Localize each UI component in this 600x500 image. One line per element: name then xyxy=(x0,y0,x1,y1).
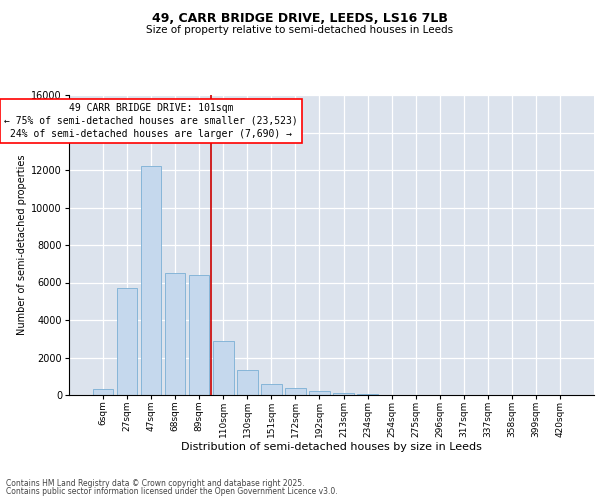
Bar xyxy=(213,340,233,395)
Text: Contains HM Land Registry data © Crown copyright and database right 2025.: Contains HM Land Registry data © Crown c… xyxy=(6,478,305,488)
Bar xyxy=(189,275,209,395)
Bar xyxy=(261,384,281,395)
Text: 49 CARR BRIDGE DRIVE: 101sqm
← 75% of semi-detached houses are smaller (23,523)
: 49 CARR BRIDGE DRIVE: 101sqm ← 75% of se… xyxy=(4,102,298,139)
Bar xyxy=(285,388,305,395)
Text: Size of property relative to semi-detached houses in Leeds: Size of property relative to semi-detach… xyxy=(146,25,454,35)
Bar xyxy=(358,394,378,395)
Y-axis label: Number of semi-detached properties: Number of semi-detached properties xyxy=(17,155,27,336)
Text: Contains public sector information licensed under the Open Government Licence v3: Contains public sector information licen… xyxy=(6,487,338,496)
X-axis label: Distribution of semi-detached houses by size in Leeds: Distribution of semi-detached houses by … xyxy=(181,442,482,452)
Text: 49, CARR BRIDGE DRIVE, LEEDS, LS16 7LB: 49, CARR BRIDGE DRIVE, LEEDS, LS16 7LB xyxy=(152,12,448,26)
Bar xyxy=(165,273,185,395)
Bar xyxy=(309,391,329,395)
Bar xyxy=(237,370,257,395)
Bar xyxy=(93,390,113,395)
Bar xyxy=(117,288,137,395)
Bar xyxy=(334,392,354,395)
Bar xyxy=(141,166,161,395)
